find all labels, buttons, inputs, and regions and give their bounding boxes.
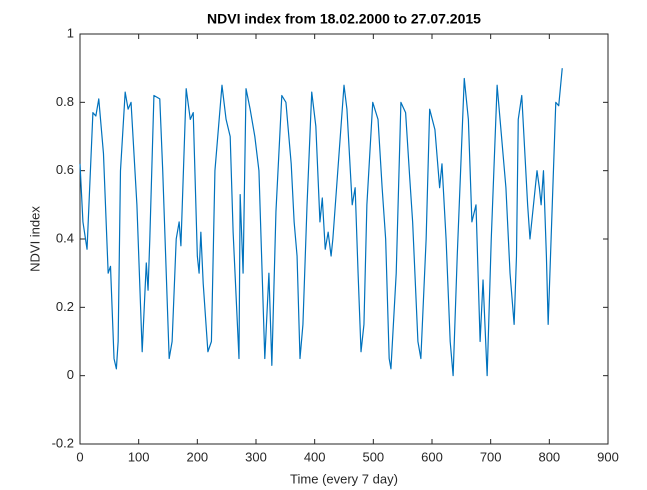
x-tick-label: 900 [597, 449, 619, 464]
y-tick-label: -0.2 [52, 435, 74, 450]
x-tick-label: 300 [245, 449, 267, 464]
y-tick-label: 0.2 [56, 299, 74, 314]
plot-frame [79, 33, 609, 445]
x-tick-label: 600 [421, 449, 443, 464]
x-tick-label: 400 [304, 449, 326, 464]
y-tick-label: 0 [67, 367, 74, 382]
x-tick-label: 800 [538, 449, 560, 464]
y-tick-label: 0.4 [56, 230, 74, 245]
x-tick-label: 200 [186, 449, 208, 464]
x-tick-label: 700 [480, 449, 502, 464]
x-axis-label: Time (every 7 day) [290, 471, 398, 486]
chart-title: NDVI index from 18.02.2000 to 27.07.2015 [207, 11, 481, 27]
y-tick-label: 0.8 [56, 94, 74, 109]
data-line [79, 68, 563, 377]
x-tick-label: 500 [362, 449, 384, 464]
x-tick-label: 100 [128, 449, 150, 464]
y-tick-label: 0.6 [56, 162, 74, 177]
y-axis-label: NDVI index [27, 206, 42, 272]
x-tick-label: 0 [76, 449, 83, 464]
y-tick-label: 1 [67, 25, 74, 40]
